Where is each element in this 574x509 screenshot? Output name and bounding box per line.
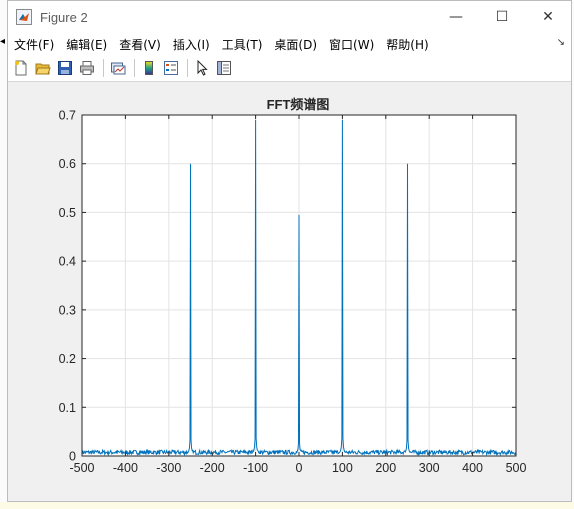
colorbar-icon[interactable]: [139, 58, 159, 78]
menu-view[interactable]: 查看(V): [119, 37, 161, 52]
y-tick-label: 0: [69, 450, 76, 464]
y-tick-label: 0.5: [59, 206, 76, 220]
y-tick-label: 0.7: [59, 109, 76, 123]
toolbar-separator: [134, 59, 135, 77]
x-tick-label: 200: [375, 461, 396, 475]
menu-insert[interactable]: 插入(I): [172, 37, 210, 52]
chart-title: FFT频谱图: [267, 97, 330, 112]
background-window-edge: [565, 440, 574, 500]
maximize-button[interactable]: ☐: [495, 9, 509, 25]
figure-canvas: FFT频谱图 -500 -400 -300 -200 -100 0 100 200 300 400…: [8, 82, 571, 501]
figure-window: Figure 2 — ☐ ✕ 文件(F) 编辑(E) 查看(V) 插入(I) 工…: [7, 0, 572, 502]
y-tick-label: 0.6: [59, 157, 76, 171]
close-button[interactable]: ✕: [542, 9, 554, 25]
property-editor-icon[interactable]: [214, 58, 234, 78]
y-tick-label: 0.3: [59, 303, 76, 317]
menu-file[interactable]: 文件(F): [14, 37, 55, 52]
y-tick-label: 0.2: [59, 352, 76, 366]
legend-icon[interactable]: [161, 58, 181, 78]
x-tick-label: -300: [156, 461, 181, 475]
background-status-strip: [0, 502, 574, 509]
window-title: Figure 2: [40, 9, 88, 25]
x-tick-label: 300: [419, 461, 440, 475]
x-tick-label: 400: [462, 461, 483, 475]
toolbar-separator: [103, 59, 104, 77]
y-tick-label: 0.1: [59, 401, 76, 415]
y-tick-label: 0.4: [59, 255, 76, 269]
menu-help[interactable]: 帮助(H): [386, 37, 429, 52]
toolbar-dock-arrow-icon[interactable]: ↘: [556, 37, 565, 48]
menu-bar: 文件(F) 编辑(E) 查看(V) 插入(I) 工具(T) 桌面(D) 窗口(W…: [8, 33, 571, 55]
figure-toolbar: [8, 55, 571, 82]
matlab-icon: [16, 9, 32, 25]
menu-edit[interactable]: 编辑(E): [66, 37, 108, 52]
open-file-icon[interactable]: [33, 58, 53, 78]
toolbar-separator: [187, 59, 188, 77]
minimize-button[interactable]: —: [449, 9, 463, 25]
background-window-fragment: ◂: [0, 36, 6, 47]
title-bar: Figure 2 — ☐ ✕: [8, 1, 571, 33]
spectrum-line: [81, 119, 517, 457]
x-tick-label: 100: [332, 461, 353, 475]
x-tick-label: -200: [200, 461, 225, 475]
pointer-icon[interactable]: [192, 58, 212, 78]
menu-tools[interactable]: 工具(T): [221, 37, 263, 52]
save-icon[interactable]: [55, 58, 75, 78]
new-figure-icon[interactable]: [11, 58, 31, 78]
fft-spectrum-chart[interactable]: FFT频谱图 -500 -400 -300 -200 -100 0 100 200 300 400…: [8, 82, 571, 501]
menu-window[interactable]: 窗口(W): [329, 37, 375, 52]
x-tick-label: -100: [243, 461, 268, 475]
menu-desktop[interactable]: 桌面(D): [274, 37, 318, 52]
x-tick-label: 0: [296, 461, 303, 475]
x-tick-label: 500: [506, 461, 527, 475]
x-tick-label: -500: [69, 461, 94, 475]
link-plot-icon[interactable]: [108, 58, 128, 78]
window-controls: — ☐ ✕: [433, 1, 571, 33]
x-tick-label: -400: [113, 461, 138, 475]
print-icon[interactable]: [77, 58, 97, 78]
